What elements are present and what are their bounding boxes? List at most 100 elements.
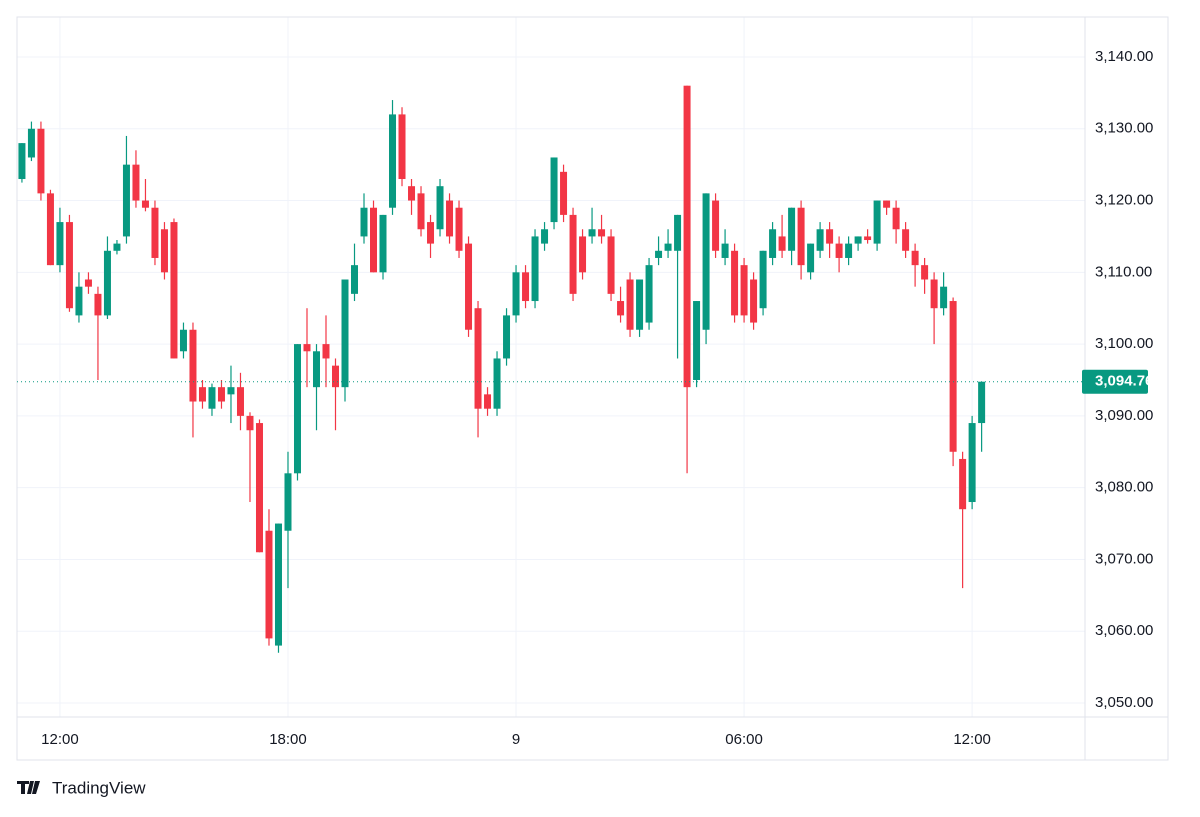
candle-body — [208, 387, 216, 409]
candle-body — [978, 381, 986, 424]
candle-body — [721, 243, 729, 258]
y-tick-label: 3,090.00 — [1095, 407, 1153, 424]
y-tick-label: 3,120.00 — [1095, 192, 1153, 209]
candle-body — [759, 250, 767, 309]
candle-body — [46, 193, 54, 266]
candle-body — [702, 193, 710, 330]
candle-body — [712, 200, 720, 251]
candle-body — [379, 214, 387, 273]
candle-body — [27, 128, 35, 158]
y-tick-label: 3,110.00 — [1095, 263, 1152, 280]
candle-body — [579, 236, 587, 273]
candle-body — [512, 272, 520, 316]
candle-body — [170, 222, 178, 359]
candle-body — [873, 200, 881, 244]
candle-body — [160, 229, 168, 273]
candle-body — [322, 344, 330, 359]
brand: TradingView — [52, 778, 146, 797]
candle-body — [465, 243, 473, 330]
candle-body — [293, 344, 301, 474]
candle-body — [132, 164, 140, 201]
candle-body — [626, 279, 634, 330]
candle-body — [560, 171, 568, 215]
candle-body — [389, 114, 397, 208]
labels: 3,050.00 3,060.00 3,070.00 3,080.00 3,090.00… — [41, 48, 1153, 748]
candle-body — [655, 250, 663, 258]
candle-body — [312, 351, 320, 388]
candle-body — [331, 365, 339, 388]
y-tick-label: 3,060.00 — [1095, 622, 1153, 639]
candle-body — [883, 200, 891, 208]
candle-body — [274, 523, 282, 646]
logo: TradingView — [17, 778, 146, 797]
candle-body — [408, 186, 416, 201]
candle-body — [835, 243, 843, 258]
candle-body — [84, 279, 92, 287]
candle-body — [94, 293, 102, 316]
candle-body — [959, 458, 967, 510]
candle-body — [949, 301, 957, 452]
candle-body — [607, 236, 615, 294]
candle-body — [797, 207, 805, 266]
candle-body — [493, 358, 501, 409]
candle-body — [664, 243, 672, 251]
candle-body — [531, 236, 539, 302]
candle-body — [189, 329, 197, 402]
candle-body — [864, 236, 872, 241]
candle-body — [598, 229, 606, 237]
candle-body — [892, 207, 900, 230]
candle-body — [807, 243, 815, 273]
y-tick-label: 3,140.00 — [1095, 48, 1153, 65]
candle-body — [921, 265, 929, 280]
candle-body — [436, 186, 444, 230]
y-tick-label: 3,080.00 — [1095, 479, 1153, 496]
candle-body — [769, 229, 777, 258]
candle-body — [417, 193, 425, 230]
candle-body — [550, 157, 558, 223]
candle-body — [683, 85, 691, 388]
candle-body — [750, 279, 758, 323]
y-tick-label: 3,100.00 — [1095, 335, 1153, 352]
candle-body — [122, 164, 130, 237]
candle-body — [645, 265, 653, 323]
candle-body — [398, 114, 406, 180]
frame — [16, 16, 1169, 761]
candle-body — [141, 200, 149, 208]
candle-body — [940, 286, 948, 309]
candle-body — [569, 214, 577, 294]
x-tick-label: 12:00 — [953, 731, 991, 748]
last-price-label: 3,094.76 — [1095, 373, 1153, 390]
y-tick-label: 3,050.00 — [1095, 694, 1153, 711]
candle-body — [636, 279, 644, 330]
candle-body — [255, 423, 263, 553]
candle-body — [103, 250, 111, 316]
candle-body — [911, 250, 919, 266]
candle-body — [56, 222, 64, 266]
x-tick-label: 18:00 — [269, 731, 307, 748]
candle-body — [503, 315, 511, 359]
grid — [17, 17, 1085, 717]
candle-body — [113, 243, 121, 251]
candle-body — [265, 530, 273, 639]
candle-body — [674, 214, 682, 251]
candle-body — [788, 207, 796, 251]
candle-body — [284, 473, 292, 531]
logo-icon — [17, 781, 40, 794]
candle-body — [693, 301, 701, 380]
candle-body — [360, 207, 368, 237]
candle-body — [816, 229, 824, 251]
candle-body — [446, 200, 454, 237]
candle-body — [968, 423, 976, 503]
x-tick-label: 9 — [512, 731, 520, 748]
candle-body — [18, 143, 26, 180]
candle-body — [341, 279, 349, 388]
candle-body — [474, 308, 482, 409]
x-tick-label: 06:00 — [725, 731, 763, 748]
candle-body — [902, 229, 910, 251]
candle-body — [455, 207, 463, 251]
candle-body — [826, 229, 834, 244]
candle-body — [351, 265, 359, 294]
x-tick-label: 12:00 — [41, 731, 79, 748]
candle-body — [845, 243, 853, 258]
